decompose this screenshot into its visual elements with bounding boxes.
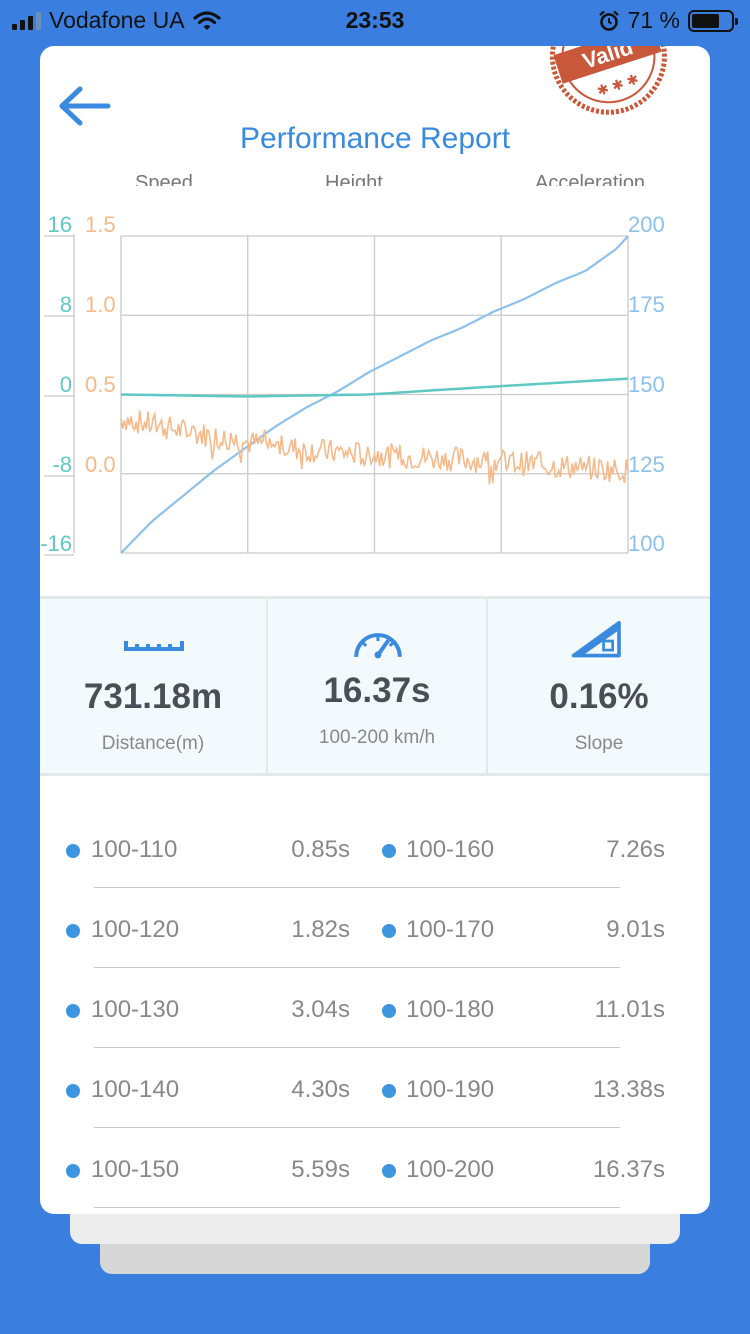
left-inner-tick-label: 1.5	[85, 212, 116, 237]
performance-chart: 16 8 0 -8 -16 1.5 1.0 0.5 0.0 200 175 150 125 100	[40, 212, 665, 556]
split-time: 13.38s	[592, 1076, 665, 1103]
battery-icon	[688, 9, 738, 32]
bullet-dot	[66, 1164, 80, 1178]
wifi-icon	[192, 10, 221, 30]
split-row: 100-110 0.85s 100-160 7.26s	[40, 808, 710, 888]
status-bar: Vodafone UA 23:53 71 %	[0, 0, 750, 40]
stat-distance-value: 731.18m	[83, 677, 223, 716]
split-times-list: 100-110 0.85s 100-160 7.26s 100-120 1.82s 100-…	[40, 808, 710, 1208]
bullet-dot	[382, 1084, 396, 1098]
left-inner-tick-label: 0.5	[85, 372, 116, 397]
stat-time-value: 16.37s	[323, 671, 431, 710]
valid-stamp: Valid ✱ ✱ ✱	[549, 46, 667, 115]
split-range: 100-200	[406, 1156, 495, 1183]
stat-time-label: 100-200 km/h	[318, 727, 436, 748]
left-outer-tick-label: -8	[52, 452, 72, 477]
left-inner-tick-label: 0.0	[85, 452, 116, 477]
split-time: 9.01s	[606, 916, 665, 943]
legend-speed: Speed	[135, 172, 193, 186]
signal-icon	[12, 11, 41, 30]
split-time: 1.82s	[291, 916, 350, 943]
stamp-text: Valid	[579, 46, 636, 74]
ruler-icon	[124, 641, 184, 651]
report-card: Performance Report Valid ✱ ✱ ✱ Speed Hei…	[40, 46, 710, 1214]
back-arrow-icon[interactable]	[58, 84, 114, 128]
stat-slope-value: 0.16%	[549, 677, 649, 716]
stat-distance-label: Distance(m)	[101, 733, 205, 754]
right-tick-label: 150	[628, 372, 665, 397]
chart-lines	[120, 235, 629, 554]
bullet-dot	[382, 844, 396, 858]
split-range: 100-160	[406, 836, 495, 863]
left-outer-tick-label: 16	[48, 212, 72, 237]
chart-legend: Speed Height Acceleration	[95, 164, 695, 186]
status-right: 71 %	[598, 7, 738, 34]
bullet-dot	[382, 924, 396, 938]
split-row: 100-140 4.30s 100-190 13.38s	[40, 1048, 710, 1128]
bullet-dot	[382, 1004, 396, 1018]
bullet-dot	[66, 1004, 80, 1018]
legend-acceleration: Acceleration	[535, 172, 646, 186]
left-inner-tick-label: 1.0	[85, 292, 116, 317]
split-time: 3.04s	[291, 996, 350, 1023]
stat-slope-label: Slope	[574, 733, 624, 754]
left-outer-tick-label: -16	[40, 531, 72, 556]
split-range: 100-150	[91, 1156, 180, 1183]
bullet-dot	[382, 1164, 396, 1178]
speed-line	[120, 235, 629, 554]
split-range: 100-130	[91, 996, 180, 1023]
right-tick-label: 200	[628, 212, 665, 237]
legend-height: Height	[325, 172, 383, 186]
split-range: 100-180	[406, 996, 495, 1023]
battery-percent: 71 %	[627, 7, 680, 33]
split-time: 11.01s	[594, 996, 665, 1023]
split-row: 100-120 1.82s 100-170 9.01s	[40, 888, 710, 968]
split-range: 100-190	[406, 1076, 495, 1103]
stat-slope: 0.16% Slope	[486, 599, 710, 773]
right-tick-label: 100	[628, 531, 665, 556]
status-left: Vodafone UA	[12, 7, 221, 34]
split-range: 100-110	[91, 836, 178, 863]
split-time: 5.59s	[291, 1156, 350, 1183]
split-time: 16.37s	[592, 1156, 665, 1183]
split-row: 100-150 5.59s 100-200 16.37s	[40, 1128, 710, 1208]
stat-distance: 731.18m Distance(m)	[40, 599, 266, 773]
bullet-dot	[66, 1084, 80, 1098]
carrier-name: Vodafone UA	[49, 7, 185, 33]
left-outer-tick-label: 0	[60, 372, 72, 397]
split-time: 0.85s	[291, 836, 350, 863]
split-range: 100-120	[91, 916, 180, 943]
alarm-icon	[598, 10, 619, 31]
clock: 23:53	[345, 7, 405, 33]
split-range: 100-140	[91, 1076, 180, 1103]
height-line	[120, 410, 629, 485]
stats-panel: 731.18m Distance(m) 16.37s 100-200 km/h …	[40, 596, 710, 776]
split-time: 4.30s	[291, 1076, 350, 1103]
slope-icon	[571, 621, 621, 658]
split-range: 100-170	[406, 916, 495, 943]
chart-ticks: 16 8 0 -8 -16 1.5 1.0 0.5 0.0 200 175 150 125 100	[40, 212, 665, 556]
bullet-dot	[66, 924, 80, 938]
split-row: 100-130 3.04s 100-180 11.01s	[40, 968, 710, 1048]
right-tick-label: 125	[628, 452, 665, 477]
left-outer-tick-label: 8	[60, 292, 72, 317]
stat-time: 16.37s 100-200 km/h	[266, 599, 486, 773]
page-title: Performance Report	[239, 122, 511, 155]
speedometer-icon	[354, 633, 402, 659]
battery-level	[692, 13, 719, 28]
split-time: 7.26s	[606, 836, 665, 863]
right-tick-label: 175	[628, 292, 665, 317]
bullet-dot	[66, 844, 80, 858]
acceleration-line	[120, 377, 629, 398]
